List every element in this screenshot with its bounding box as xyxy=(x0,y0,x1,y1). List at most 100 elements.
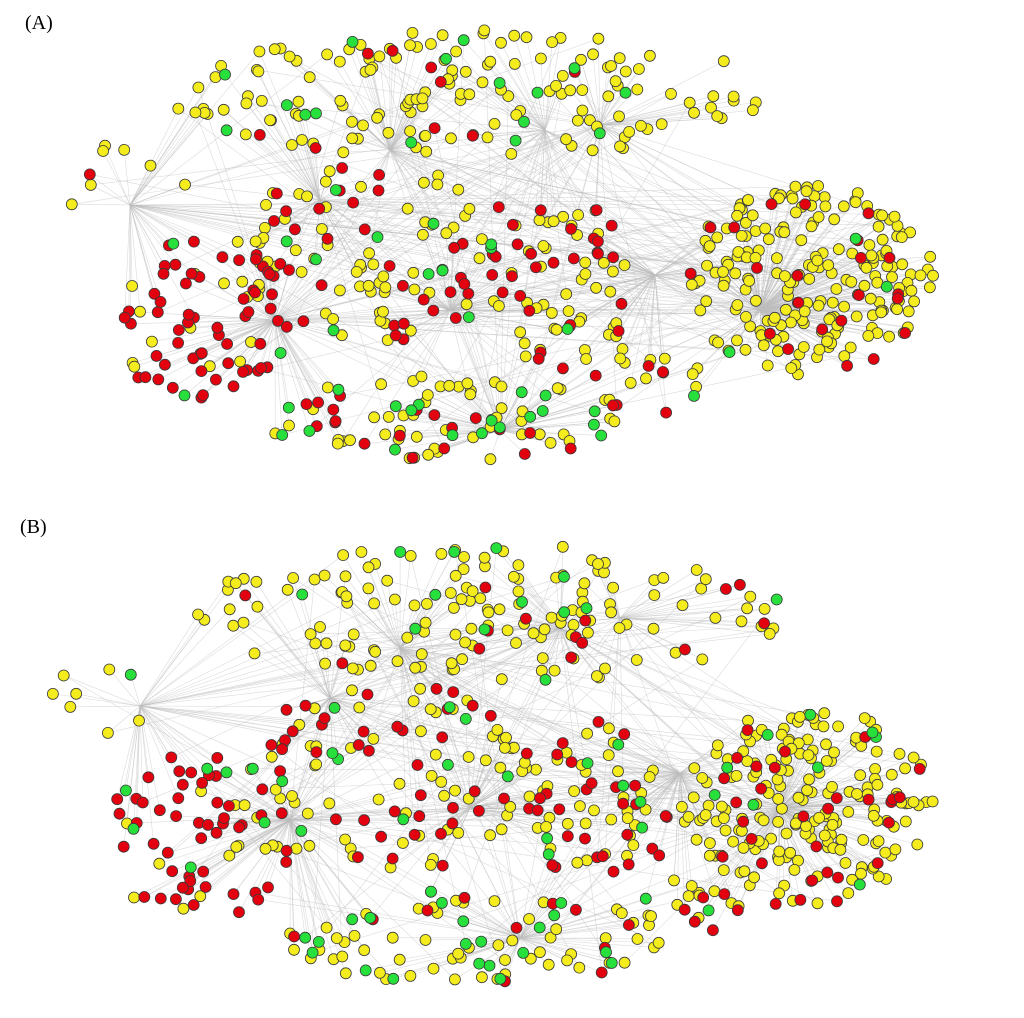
node-yellow xyxy=(419,934,432,946)
edge xyxy=(779,807,828,873)
node-yellow xyxy=(283,419,295,432)
node-yellow xyxy=(717,55,730,68)
node-red xyxy=(534,204,547,217)
node-red xyxy=(758,617,770,630)
edge xyxy=(164,319,276,365)
node-red xyxy=(565,222,577,235)
node-yellow xyxy=(153,857,166,870)
node-red xyxy=(428,409,441,422)
edge xyxy=(295,113,321,201)
node-red xyxy=(408,828,421,841)
node-yellow xyxy=(530,763,542,776)
edge xyxy=(128,204,131,312)
node-yellow xyxy=(708,885,721,898)
node-red xyxy=(534,792,546,805)
node-green xyxy=(303,425,316,437)
edge xyxy=(139,705,659,944)
node-yellow xyxy=(534,946,546,959)
node-yellow xyxy=(404,39,416,52)
node-green xyxy=(516,596,528,608)
edge xyxy=(449,275,513,311)
node-red xyxy=(199,881,212,893)
node-yellow xyxy=(776,802,788,815)
node-red xyxy=(751,261,763,274)
node-yellow xyxy=(536,652,549,665)
node-green xyxy=(280,99,293,111)
node-yellow xyxy=(896,258,909,271)
edge xyxy=(449,247,455,311)
edge xyxy=(343,149,391,153)
node-yellow xyxy=(731,209,743,222)
node-red xyxy=(117,840,130,853)
node-red xyxy=(428,122,441,135)
edge xyxy=(380,309,451,385)
node-yellow xyxy=(645,910,657,923)
node-yellow xyxy=(172,102,185,115)
node-green xyxy=(561,323,574,335)
node-yellow xyxy=(790,206,802,219)
node-yellow xyxy=(837,200,850,213)
node-green xyxy=(282,401,295,414)
edge xyxy=(260,319,276,369)
node-green xyxy=(619,86,632,99)
edge xyxy=(247,96,321,201)
node-yellow xyxy=(452,826,465,839)
node-yellow xyxy=(401,631,414,644)
node-yellow xyxy=(301,190,313,203)
node-yellow xyxy=(805,220,818,233)
node-yellow xyxy=(694,304,707,317)
node-red xyxy=(832,871,844,884)
node-yellow xyxy=(240,97,253,110)
edge xyxy=(645,772,681,899)
edge xyxy=(654,274,692,286)
node-red xyxy=(417,293,430,306)
node-yellow xyxy=(858,712,871,725)
edge xyxy=(267,319,276,368)
edge xyxy=(521,124,601,435)
edge xyxy=(310,697,331,959)
node-red xyxy=(227,888,240,901)
node-red xyxy=(352,739,365,751)
node-yellow xyxy=(739,343,752,356)
node-yellow xyxy=(417,176,430,189)
node-green xyxy=(747,798,760,811)
node-red xyxy=(524,427,536,439)
edge xyxy=(465,718,781,809)
node-yellow xyxy=(872,835,885,848)
edge xyxy=(519,787,617,939)
node-yellow xyxy=(415,370,428,383)
edge xyxy=(187,319,276,323)
edge xyxy=(544,129,554,222)
edge xyxy=(654,245,710,276)
node-yellow xyxy=(330,932,343,945)
node-green xyxy=(639,892,652,905)
node-yellow xyxy=(435,548,448,560)
edge xyxy=(449,302,528,311)
node-yellow xyxy=(613,110,625,123)
edge xyxy=(779,807,813,881)
node-yellow xyxy=(665,88,677,100)
edge xyxy=(619,617,898,798)
node-yellow xyxy=(738,865,751,878)
edge xyxy=(654,226,709,276)
edge xyxy=(352,41,656,276)
node-red xyxy=(561,830,574,843)
node-yellow xyxy=(491,723,504,736)
edge xyxy=(129,204,898,310)
node-yellow xyxy=(747,104,759,117)
edge xyxy=(519,937,602,973)
edge xyxy=(779,807,849,813)
edge xyxy=(201,319,276,354)
node-red xyxy=(913,762,926,775)
node-green xyxy=(276,775,289,788)
node-yellow xyxy=(217,103,230,116)
node-green xyxy=(436,264,449,277)
node-yellow xyxy=(465,622,478,635)
edge xyxy=(274,207,740,321)
node-yellow xyxy=(849,196,862,209)
node-yellow xyxy=(762,233,775,246)
node-yellow xyxy=(249,235,262,248)
edge xyxy=(759,279,847,311)
edge xyxy=(619,604,683,619)
node-yellow xyxy=(255,95,268,107)
